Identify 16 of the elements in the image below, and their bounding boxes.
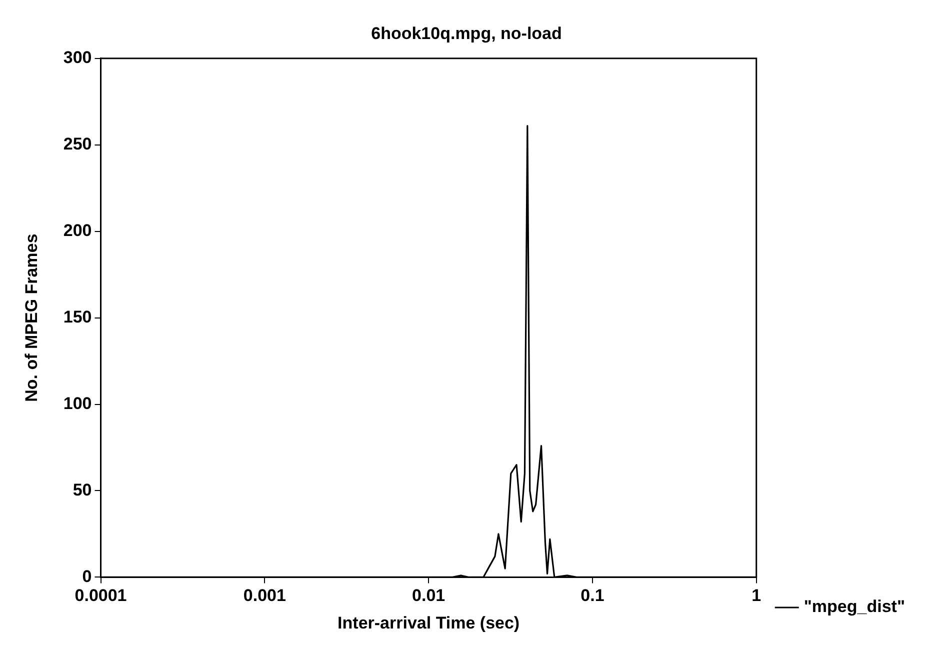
y-axis-title: No. of MPEG Frames [22, 234, 41, 402]
y-tick-label: 300 [63, 48, 92, 68]
x-tick-label: 0.01 [412, 586, 446, 606]
y-tick-label: 200 [63, 221, 92, 240]
legend-label: "mpeg_dist" [804, 597, 906, 616]
x-axis-title: Inter-arrival Time (sec) [338, 613, 520, 632]
y-tick-label: 50 [72, 480, 92, 500]
x-tick-label: 1 [752, 586, 762, 606]
y-tick-label: 250 [63, 134, 92, 154]
x-tick-label: 0.001 [243, 586, 286, 606]
y-tick-label: 100 [63, 394, 92, 413]
y-tick-label: 0 [82, 566, 92, 586]
x-tick-label: 0.1 [580, 586, 604, 606]
x-tick-label: 0.0001 [74, 586, 127, 606]
chart-title: 6hook10q.mpg, no-load [371, 24, 562, 43]
y-tick-label: 150 [63, 307, 92, 326]
